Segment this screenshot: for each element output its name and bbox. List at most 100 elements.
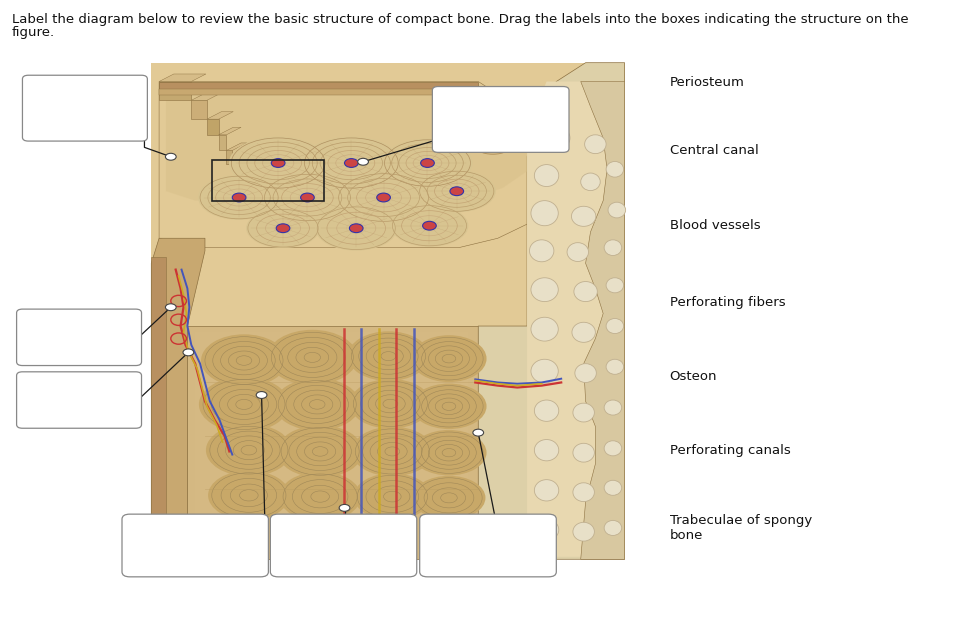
Circle shape — [345, 159, 358, 167]
Text: Trabeculae of spongy
bone: Trabeculae of spongy bone — [670, 514, 812, 542]
Polygon shape — [219, 135, 226, 150]
Ellipse shape — [531, 359, 558, 383]
Ellipse shape — [535, 480, 559, 501]
Circle shape — [421, 159, 434, 167]
Text: Perforating canals: Perforating canals — [670, 444, 791, 456]
Ellipse shape — [229, 137, 327, 189]
Ellipse shape — [412, 384, 487, 429]
Ellipse shape — [535, 164, 559, 187]
Circle shape — [232, 193, 246, 202]
Circle shape — [271, 159, 285, 167]
Ellipse shape — [199, 377, 289, 432]
Ellipse shape — [206, 424, 292, 477]
Text: Osteon: Osteon — [670, 370, 717, 382]
Ellipse shape — [573, 483, 594, 502]
Polygon shape — [226, 150, 232, 164]
Text: figure.: figure. — [12, 26, 55, 40]
Bar — [212, 160, 324, 201]
Polygon shape — [159, 74, 206, 82]
Text: Central canal: Central canal — [670, 144, 758, 157]
Ellipse shape — [606, 162, 624, 177]
Polygon shape — [195, 332, 468, 552]
Circle shape — [473, 429, 484, 436]
Ellipse shape — [198, 175, 280, 220]
FancyBboxPatch shape — [22, 75, 147, 141]
Polygon shape — [219, 127, 241, 135]
Ellipse shape — [606, 359, 624, 374]
Text: Label the diagram below to review the basic structure of compact bone. Drag the : Label the diagram below to review the ba… — [12, 13, 909, 26]
FancyBboxPatch shape — [432, 87, 569, 152]
Text: Perforating fibers: Perforating fibers — [670, 296, 785, 308]
Polygon shape — [159, 82, 576, 248]
Circle shape — [183, 349, 193, 356]
Text: Blood vessels: Blood vessels — [670, 219, 760, 232]
Ellipse shape — [608, 202, 626, 218]
Polygon shape — [226, 143, 247, 150]
Polygon shape — [207, 112, 233, 119]
Ellipse shape — [535, 519, 559, 540]
Ellipse shape — [349, 379, 431, 429]
FancyBboxPatch shape — [122, 514, 268, 577]
Ellipse shape — [604, 480, 622, 495]
Ellipse shape — [412, 430, 487, 475]
Ellipse shape — [263, 173, 352, 222]
Ellipse shape — [446, 88, 501, 115]
Ellipse shape — [573, 522, 594, 541]
Ellipse shape — [351, 426, 433, 477]
Ellipse shape — [383, 139, 472, 187]
Ellipse shape — [573, 443, 594, 462]
Ellipse shape — [473, 134, 512, 154]
Circle shape — [358, 158, 369, 166]
Ellipse shape — [604, 441, 622, 456]
Circle shape — [423, 221, 436, 230]
Ellipse shape — [604, 400, 622, 415]
Ellipse shape — [353, 473, 431, 520]
Circle shape — [450, 187, 464, 196]
Ellipse shape — [530, 240, 554, 262]
Polygon shape — [207, 119, 219, 135]
Polygon shape — [159, 82, 478, 89]
Polygon shape — [159, 89, 478, 95]
Polygon shape — [151, 238, 205, 559]
Ellipse shape — [573, 403, 594, 422]
Circle shape — [377, 193, 390, 202]
Ellipse shape — [606, 319, 624, 334]
Ellipse shape — [543, 126, 570, 150]
Ellipse shape — [575, 364, 596, 382]
Ellipse shape — [574, 282, 597, 302]
Ellipse shape — [535, 440, 559, 461]
Ellipse shape — [604, 520, 622, 535]
FancyBboxPatch shape — [270, 514, 417, 577]
Circle shape — [257, 391, 267, 399]
Ellipse shape — [531, 317, 558, 341]
FancyBboxPatch shape — [17, 309, 142, 366]
Circle shape — [276, 224, 290, 233]
Ellipse shape — [413, 476, 485, 520]
Polygon shape — [581, 82, 625, 559]
Ellipse shape — [274, 378, 360, 431]
Ellipse shape — [246, 208, 320, 248]
Ellipse shape — [277, 425, 363, 478]
Ellipse shape — [531, 278, 558, 302]
Ellipse shape — [201, 334, 287, 387]
Ellipse shape — [347, 331, 429, 381]
Ellipse shape — [581, 173, 600, 191]
Circle shape — [165, 153, 177, 161]
Ellipse shape — [604, 240, 622, 256]
Ellipse shape — [267, 330, 357, 385]
Ellipse shape — [390, 204, 468, 247]
Ellipse shape — [412, 335, 487, 382]
Ellipse shape — [303, 137, 400, 189]
Ellipse shape — [460, 113, 507, 138]
Polygon shape — [478, 63, 625, 559]
Ellipse shape — [606, 278, 624, 293]
Circle shape — [165, 304, 177, 311]
Polygon shape — [159, 82, 191, 100]
Ellipse shape — [418, 170, 496, 213]
Ellipse shape — [208, 470, 290, 520]
Circle shape — [301, 193, 314, 202]
Polygon shape — [191, 93, 222, 100]
Ellipse shape — [535, 400, 559, 421]
Ellipse shape — [315, 206, 397, 251]
Text: Periosteum: Periosteum — [670, 76, 745, 89]
